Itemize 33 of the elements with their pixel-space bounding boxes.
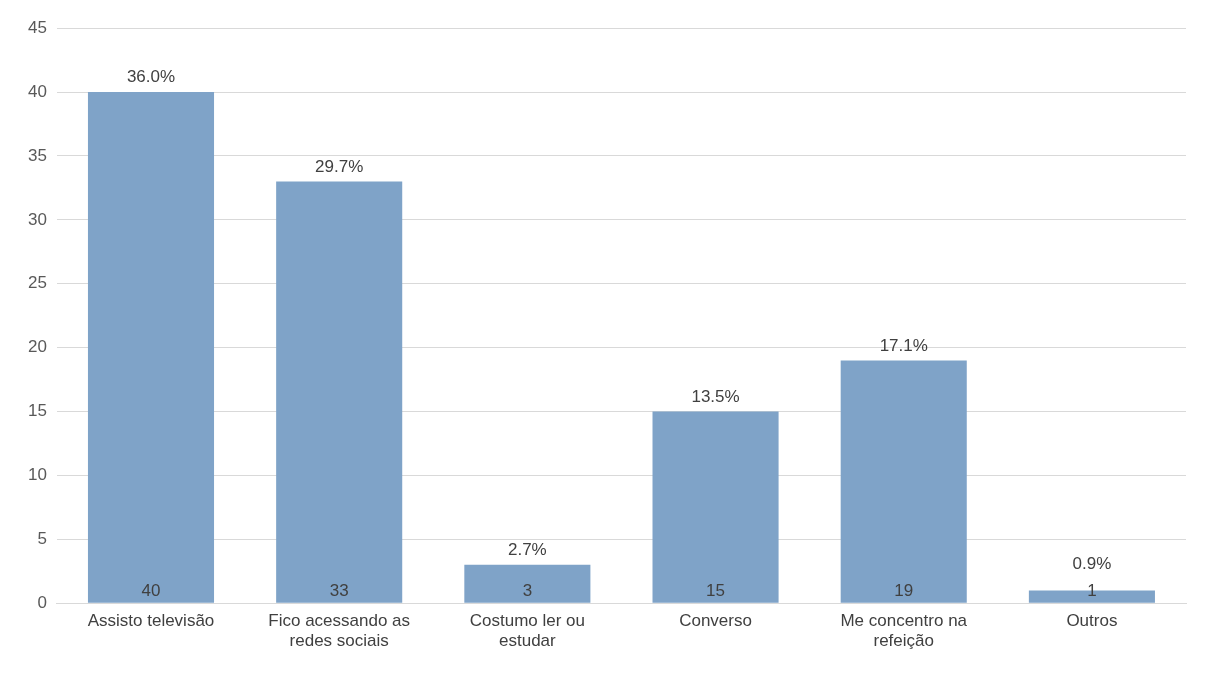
data-label: 33 <box>329 580 349 600</box>
y-tick-label: 40 <box>27 81 47 101</box>
y-tick-label: 45 <box>27 17 47 37</box>
y-tick-label: 20 <box>27 337 47 357</box>
data-label: 3 <box>522 580 533 600</box>
annotation: 29.7% <box>315 156 364 176</box>
annotation: 13.5% <box>691 386 740 406</box>
x-tick-label: Outros <box>1066 611 1118 631</box>
annotation: 36.0% <box>126 67 176 87</box>
x-tick-label: Converso <box>679 611 752 631</box>
x-tick-label: Fico acessando as redes sociais <box>268 611 411 651</box>
bar <box>276 181 403 603</box>
annotation: 2.7% <box>507 540 547 560</box>
annotation: 17.1% <box>879 335 928 355</box>
x-tick-label: Costumo ler ou estudar <box>469 611 585 651</box>
y-tick-label: 10 <box>27 465 47 485</box>
y-tick-label: 35 <box>27 145 47 165</box>
y-tick-label: 0 <box>37 592 47 612</box>
bar <box>840 360 967 603</box>
bar <box>652 411 779 603</box>
data-label: 40 <box>141 580 161 600</box>
y-tick-label: 15 <box>27 401 47 421</box>
y-tick-label: 25 <box>27 273 47 293</box>
data-label: 1 <box>1087 580 1097 600</box>
x-tick-label: Assisto televisão <box>87 611 215 631</box>
bar <box>87 92 215 603</box>
annotation: 0.9% <box>1072 554 1112 574</box>
data-label: 15 <box>706 580 726 600</box>
bar <box>464 564 591 603</box>
data-label: 19 <box>894 580 914 600</box>
x-tick-label: Me concentro na refeição <box>840 611 968 651</box>
y-tick-label: 30 <box>27 209 47 229</box>
y-tick-label: 5 <box>37 529 47 548</box>
